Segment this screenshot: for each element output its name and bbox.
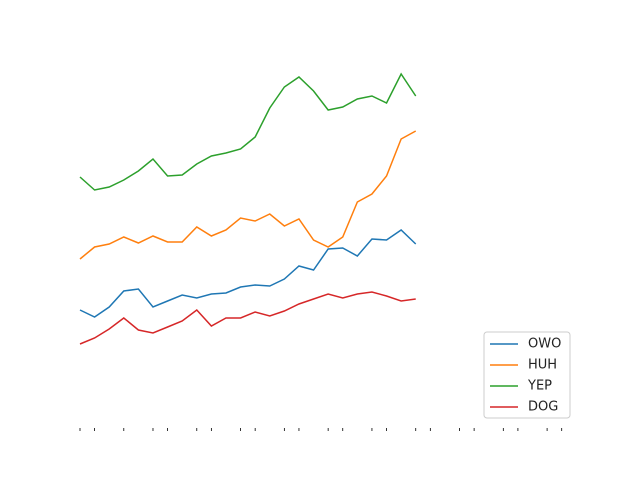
legend-label: YEP: [527, 379, 552, 394]
legend-label: DOG: [528, 400, 558, 415]
legend-frame: [483, 331, 571, 419]
legend-label: HUH: [528, 358, 557, 373]
series-line: [79, 72, 417, 191]
legend-label: OWO: [528, 337, 561, 352]
series-line: [79, 291, 416, 345]
legend: OWO HUH YEP DOG: [483, 331, 571, 419]
series-line: [79, 229, 417, 318]
series-line: [79, 130, 417, 260]
